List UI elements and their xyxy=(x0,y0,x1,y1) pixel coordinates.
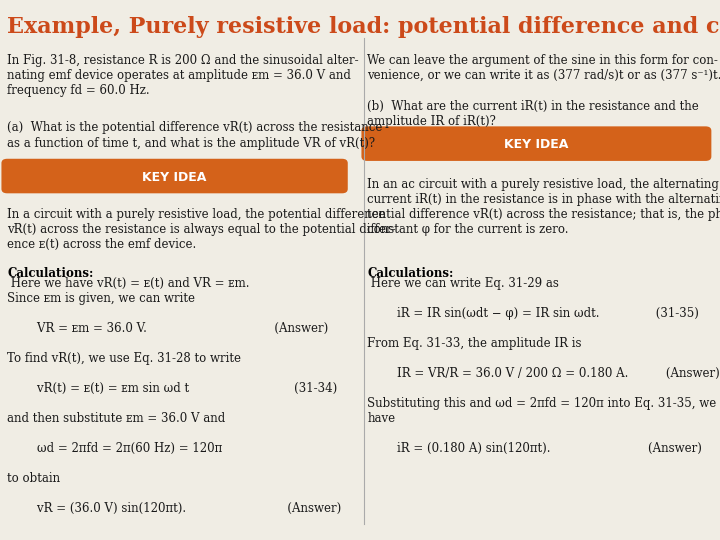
Text: Here we can write Eq. 31-29 as

        iR = IR sin(ωdt − φ) = IR sin ωdt.      : Here we can write Eq. 31-29 as iR = IR s… xyxy=(367,277,720,455)
Text: (b)  What are the current iR(t) in the resistance and the
amplitude IR of iR(t)?: (b) What are the current iR(t) in the re… xyxy=(367,100,699,128)
FancyBboxPatch shape xyxy=(1,159,348,193)
Text: KEY IDEA: KEY IDEA xyxy=(142,171,207,184)
Text: Example, Purely resistive load: potential difference and current: Example, Purely resistive load: potentia… xyxy=(7,16,720,38)
Text: KEY IDEA: KEY IDEA xyxy=(504,138,569,151)
Text: In an ac circuit with a purely resistive load, the alternating
current iR(t) in : In an ac circuit with a purely resistive… xyxy=(367,178,720,236)
Text: (a)  What is the potential difference vR(t) across the resistance
as a function : (a) What is the potential difference vR(… xyxy=(7,122,382,150)
Text: Calculations:: Calculations: xyxy=(7,267,94,280)
Text: In a circuit with a purely resistive load, the potential difference
vR(t) across: In a circuit with a purely resistive loa… xyxy=(7,208,396,251)
Text: Calculations:: Calculations: xyxy=(367,267,454,280)
Text: In Fig. 31-8, resistance R is 200 Ω and the sinusoidal alter-
nating emf device : In Fig. 31-8, resistance R is 200 Ω and … xyxy=(7,54,359,97)
Text: We can leave the argument of the sine in this form for con-
venience, or we can : We can leave the argument of the sine in… xyxy=(367,54,720,82)
FancyBboxPatch shape xyxy=(361,126,711,161)
Text: Here we have vR(t) = ᴇ(t) and VR = ᴇm.
Since ᴇm is given, we can write

        : Here we have vR(t) = ᴇ(t) and VR = ᴇm. S… xyxy=(7,277,341,515)
